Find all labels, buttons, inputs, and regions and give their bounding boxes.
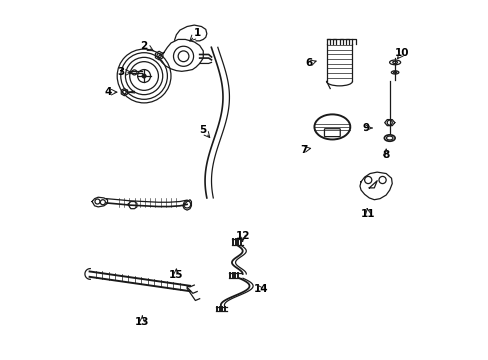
Text: 6: 6 <box>305 58 312 68</box>
Text: 12: 12 <box>235 231 249 240</box>
Text: 14: 14 <box>253 284 267 294</box>
Text: 13: 13 <box>135 317 149 327</box>
Text: 9: 9 <box>362 123 369 133</box>
Text: 1: 1 <box>194 28 201 38</box>
Circle shape <box>142 74 146 78</box>
Text: 11: 11 <box>360 209 375 219</box>
Text: 4: 4 <box>104 87 112 97</box>
Text: 8: 8 <box>382 150 389 160</box>
Text: 5: 5 <box>199 125 206 135</box>
Text: 3: 3 <box>117 67 124 77</box>
Text: 10: 10 <box>394 48 409 58</box>
Text: 15: 15 <box>169 270 183 280</box>
Text: 7: 7 <box>299 144 307 154</box>
Text: 2: 2 <box>140 41 147 50</box>
